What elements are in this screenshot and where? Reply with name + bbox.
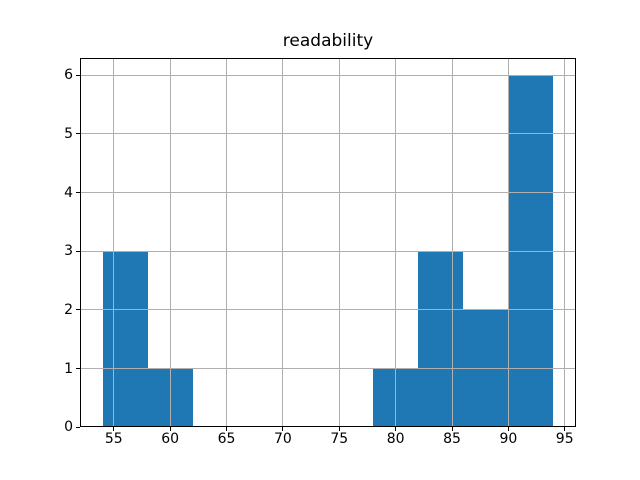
x-tick-mark [113,427,115,432]
x-tick-mark [169,427,171,432]
x-tick-label: 90 [499,431,518,447]
y-tick-mark [76,426,80,428]
gridline-vertical [395,57,397,428]
gridline-horizontal [80,133,576,135]
y-tick-mark [76,133,80,135]
gridline-horizontal [80,74,576,76]
gridline-vertical [507,57,509,428]
gridline-vertical [226,57,228,428]
x-tick-mark [338,427,340,432]
x-tick-mark [451,427,453,432]
gridline-vertical [282,57,284,428]
y-tick-label: 2 [64,301,73,318]
x-tick-label: 65 [217,431,236,447]
y-tick-mark [76,309,80,311]
gridline-vertical [169,57,171,428]
x-tick-label: 95 [555,431,574,447]
y-tick-label: 3 [64,243,73,260]
y-tick-label: 1 [64,360,73,377]
chart-title: readability [282,31,374,51]
x-tick-mark [507,427,509,432]
y-tick-label: 4 [64,184,73,201]
gridline-horizontal [80,368,576,370]
x-tick-label: 55 [104,431,123,447]
gridline-horizontal [80,192,576,194]
x-tick-label: 70 [273,431,292,447]
y-tick-mark [76,192,80,194]
y-tick-label: 5 [64,125,73,142]
x-tick-mark [282,427,284,432]
gridline-vertical [113,57,115,428]
x-tick-label: 75 [330,431,349,447]
gridline-horizontal [80,250,576,252]
histogram-bar [418,251,464,428]
x-tick-mark [226,427,228,432]
gridline-horizontal [80,309,576,311]
x-tick-label: 85 [443,431,461,447]
gridline-vertical [564,57,566,428]
x-tick-label: 60 [161,431,180,447]
plot-area [80,57,576,428]
gridline-vertical [338,57,340,428]
gridline-vertical [451,57,453,428]
x-tick-mark [564,427,566,432]
y-tick-mark [76,74,80,76]
y-tick-label: 6 [64,67,73,84]
grid-layer [80,57,576,428]
y-tick-mark [76,250,80,252]
y-tick-label: 0 [64,419,73,436]
y-tick-mark [76,368,80,370]
histogram-bar [102,251,148,428]
x-tick-label: 80 [386,431,405,447]
x-tick-mark [395,427,397,432]
